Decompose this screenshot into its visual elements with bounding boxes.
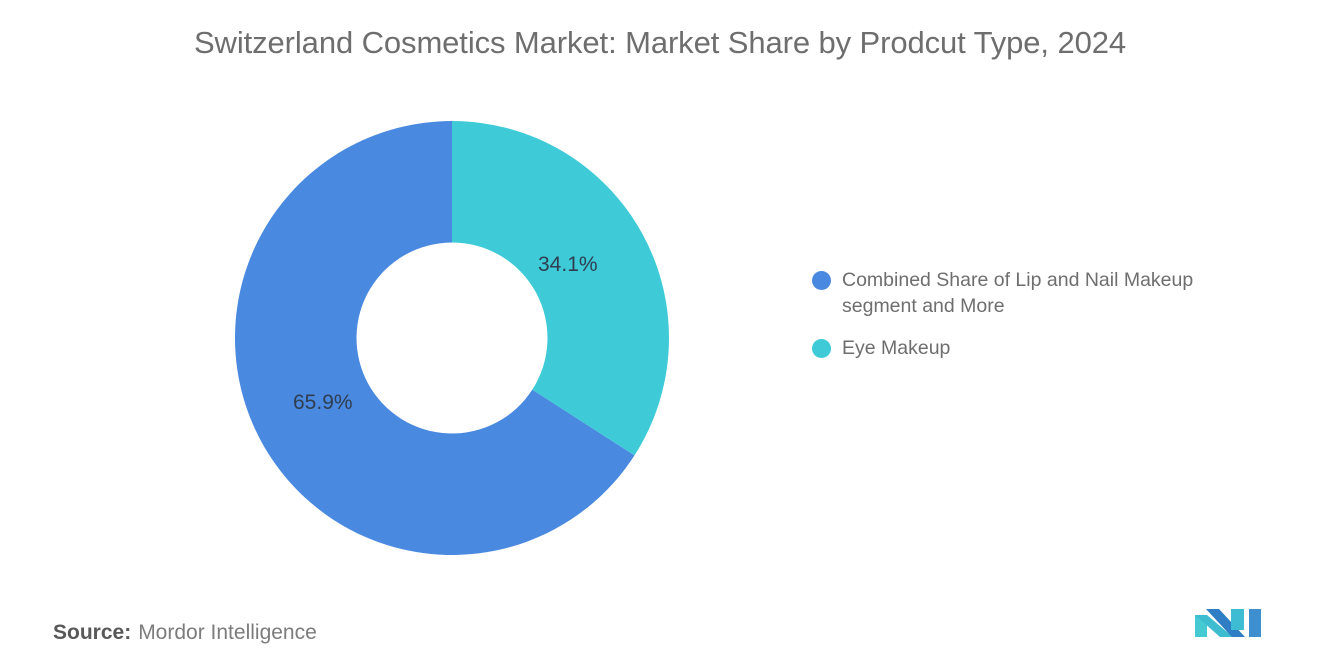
legend-swatch-icon-eye-makeup <box>812 339 831 359</box>
legend-label-eye-makeup: Eye Makeup <box>842 337 951 360</box>
donut-slice-eye-makeup[interactable] <box>452 121 669 456</box>
page-title: Switzerland Cosmetics Market: Market Sha… <box>193 25 1127 60</box>
legend-item-combined-share[interactable]: Combined Share of Lip and Nail Makeup se… <box>812 268 1272 319</box>
donut-svg <box>235 121 669 555</box>
donut-chart: 34.1% 65.9% <box>235 121 669 555</box>
legend-label-combined-share: Combined Share of Lip and Nail Makeup se… <box>842 269 1194 317</box>
source-label: Source: <box>53 621 132 644</box>
donut-slice-combined-share[interactable] <box>235 121 635 555</box>
source-attribution: Source: Mordor Intelligence <box>53 621 317 645</box>
mordor-intelligence-logo <box>1193 603 1265 643</box>
legend-item-eye-makeup[interactable]: Eye Makeup <box>812 336 1272 362</box>
mi-logo-icon <box>1195 609 1261 637</box>
legend-swatch-icon-combined-share <box>812 271 831 290</box>
source-value: Mordor Intelligence <box>138 621 317 644</box>
chart-legend: Combined Share of Lip and Nail Makeup se… <box>812 268 1272 379</box>
